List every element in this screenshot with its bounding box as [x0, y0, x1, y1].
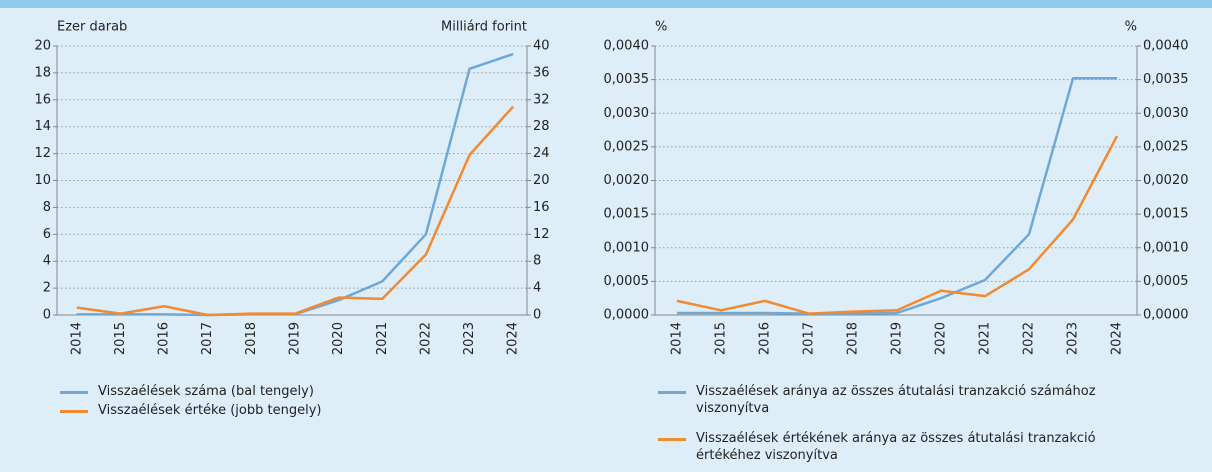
x-tick-label: 2015: [113, 322, 128, 355]
x-tick-label: 2022: [418, 322, 433, 355]
y-tick-label: 14: [34, 119, 51, 134]
legend-label: Visszaélések értéke (jobb tengely): [98, 403, 322, 418]
x-tick-label: 2017: [200, 322, 215, 355]
x-tick-label: 2017: [802, 322, 817, 355]
y-tick-label: 0,0035: [604, 72, 650, 87]
y-tick-label: 20: [34, 39, 51, 54]
y-tick-label: 10: [34, 173, 51, 188]
y2-tick-label: 36: [533, 65, 550, 80]
x-tick-label: 2023: [462, 322, 477, 355]
x-tick-label: 2014: [69, 322, 84, 355]
x-tick-label: 2016: [157, 322, 172, 355]
y2-tick-label: 20: [533, 173, 550, 188]
title-strip: [0, 0, 1212, 8]
y2-tick-label: 0,0025: [1143, 139, 1189, 154]
y2-tick-label: 0,0035: [1143, 72, 1189, 87]
x-tick-label: 2024: [1110, 322, 1125, 355]
y2-tick-label: 40: [533, 39, 550, 54]
x-tick-label: 2015: [714, 322, 729, 355]
x-tick-label: 2018: [846, 322, 861, 355]
y2-tick-label: 0: [533, 308, 541, 323]
x-tick-label: 2016: [758, 322, 773, 355]
y2-tick-label: 0,0010: [1143, 240, 1189, 255]
y-tick-label: 4: [43, 254, 51, 269]
x-tick-label: 2021: [978, 322, 993, 355]
y2-tick-label: 0,0000: [1143, 308, 1189, 323]
y-tick-label: 0,0025: [604, 139, 650, 154]
legend-label: Visszaélések aránya az összes átutalási …: [696, 384, 1096, 416]
y-tick-label: 12: [34, 146, 51, 161]
y-tick-label: 18: [34, 65, 51, 80]
y2-tick-label: 4: [533, 281, 541, 296]
x-tick-label: 2021: [375, 322, 390, 355]
y-tick-label: 16: [34, 92, 51, 107]
y-axis-label: %: [655, 20, 667, 35]
y2-tick-label: 32: [533, 92, 550, 107]
y2-tick-label: 16: [533, 200, 550, 215]
y2-tick-label: 0,0020: [1143, 173, 1189, 188]
legend-swatch: [60, 410, 88, 413]
x-tick-label: 2019: [890, 322, 905, 355]
legend-label: Visszaélések száma (bal tengely): [98, 384, 314, 399]
series-line: [676, 135, 1119, 315]
y-tick-label: 0: [43, 308, 51, 323]
x-tick-label: 2018: [244, 322, 259, 355]
legend-label: Visszaélések értékének aránya az összes …: [696, 431, 1096, 463]
x-tick-label: 2020: [934, 322, 949, 355]
x-tick-label: 2024: [506, 322, 521, 355]
y-tick-label: 2: [43, 281, 51, 296]
y-tick-label: 0,0020: [604, 173, 650, 188]
y2-tick-label: 12: [533, 227, 550, 242]
y-axis-label: Ezer darab: [57, 20, 127, 35]
y2-tick-label: 0,0040: [1143, 39, 1189, 54]
x-tick-label: 2020: [331, 322, 346, 355]
y-tick-label: 8: [43, 200, 51, 215]
y-tick-label: 0,0010: [604, 240, 650, 255]
y2-tick-label: 28: [533, 119, 550, 134]
y2-axis-label: %: [1125, 20, 1137, 35]
y-tick-label: 0,0015: [604, 207, 650, 222]
series-line: [76, 52, 514, 317]
y-tick-label: 6: [43, 227, 51, 242]
y-tick-label: 0,0030: [604, 106, 650, 121]
legend-swatch: [658, 391, 686, 394]
x-tick-label: 2022: [1022, 322, 1037, 355]
x-tick-label: 2014: [670, 322, 685, 355]
y-tick-label: 0,0040: [604, 39, 650, 54]
y-tick-label: 0,0005: [604, 274, 650, 289]
y2-axis-label: Milliárd forint: [441, 20, 527, 35]
x-tick-label: 2023: [1066, 322, 1081, 355]
y-tick-label: 0,0000: [604, 308, 650, 323]
y2-tick-label: 24: [533, 146, 550, 161]
y2-tick-label: 0,0015: [1143, 207, 1189, 222]
series-line: [76, 105, 515, 317]
series-line: [677, 77, 1117, 315]
y2-tick-label: 8: [533, 254, 541, 269]
x-tick-label: 2019: [288, 322, 303, 355]
y2-tick-label: 0,0030: [1143, 106, 1189, 121]
legend-swatch: [658, 438, 686, 441]
y2-tick-label: 0,0005: [1143, 274, 1189, 289]
legend-swatch: [60, 391, 88, 394]
